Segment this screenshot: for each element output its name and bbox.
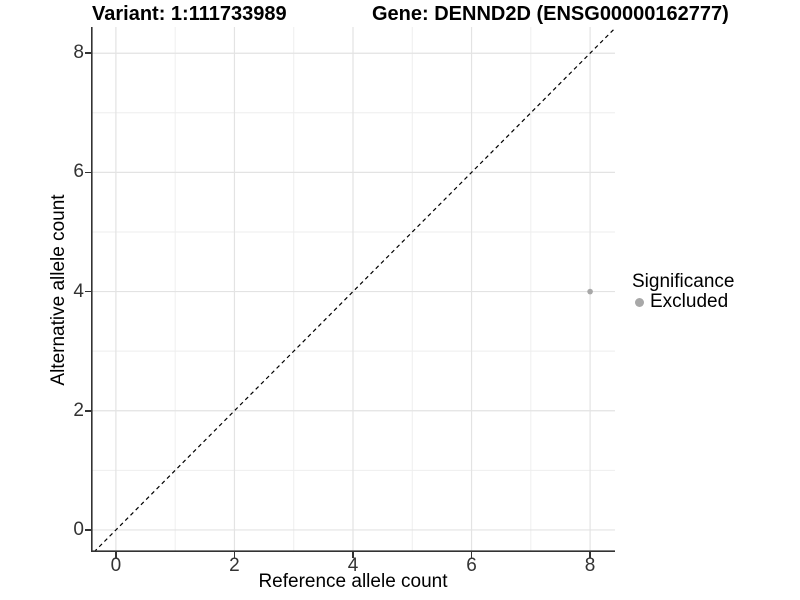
- plot-panel: [91, 27, 615, 552]
- data-point: [587, 288, 593, 295]
- legend-item: Excluded: [631, 291, 734, 312]
- legend-key-dot-icon: [635, 297, 644, 307]
- chart-title-variant: Variant: 1:111733989: [92, 3, 287, 25]
- y-tick-label: 4: [73, 280, 84, 302]
- x-tick-mark: [470, 552, 473, 558]
- plot-canvas: [91, 27, 615, 552]
- x-tick-mark: [352, 552, 354, 558]
- legend-items: Excluded: [631, 291, 734, 312]
- y-tick-label: 2: [73, 399, 84, 421]
- y-tick-label: 0: [73, 518, 84, 540]
- x-tick-mark: [233, 552, 236, 558]
- x-tick-label: 4: [347, 555, 359, 576]
- x-tick-mark: [115, 552, 117, 558]
- y-tick-mark: [85, 409, 91, 412]
- x-tick-label: 6: [466, 555, 477, 576]
- identity-line: [93, 27, 615, 552]
- x-tick-label: 0: [110, 555, 122, 576]
- chart-title-gene: Gene: DENND2D (ENSG00000162777): [372, 3, 729, 25]
- legend-title: Significance: [632, 271, 735, 292]
- y-tick-label: 8: [73, 42, 84, 64]
- legend: Significance Excluded: [631, 272, 734, 311]
- x-axis-label: Reference allele count: [258, 571, 448, 592]
- x-tick-label: 8: [584, 555, 596, 576]
- y-tick-mark: [85, 52, 91, 54]
- y-tick-mark: [85, 290, 91, 293]
- y-tick-label: 6: [73, 161, 84, 183]
- y-tick-mark: [85, 529, 91, 531]
- x-tick-mark: [589, 552, 591, 558]
- x-tick-label: 2: [229, 555, 240, 576]
- legend-item-label: Excluded: [650, 291, 729, 312]
- y-tick-mark: [85, 171, 91, 174]
